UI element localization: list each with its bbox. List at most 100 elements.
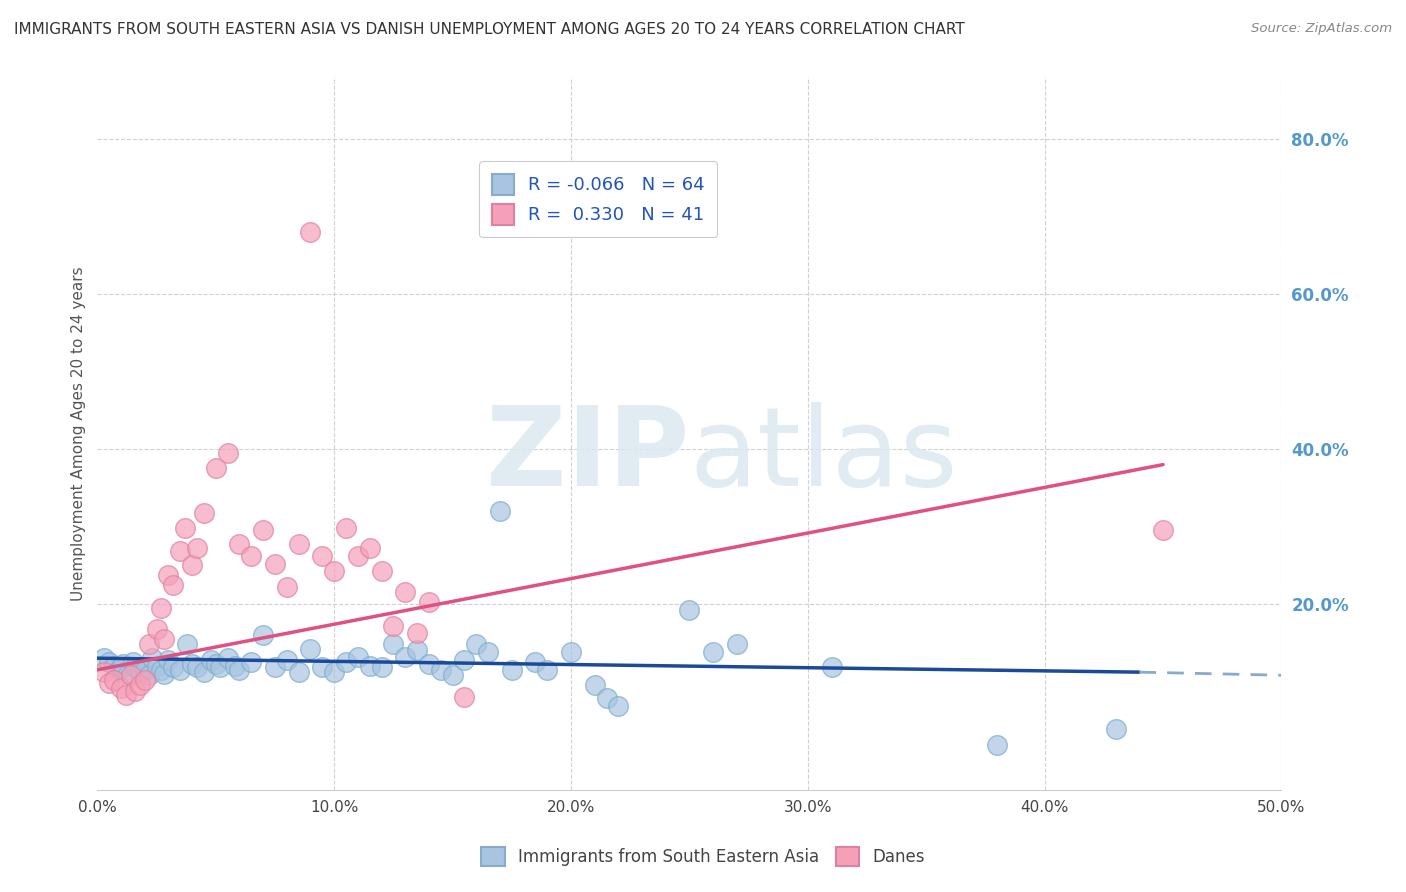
Point xyxy=(335,521,357,535)
Point xyxy=(453,653,475,667)
Point xyxy=(323,665,346,680)
Point xyxy=(820,660,842,674)
Point xyxy=(441,668,464,682)
Point xyxy=(107,663,129,677)
Point xyxy=(359,541,381,556)
Point xyxy=(193,665,215,680)
Point xyxy=(124,660,146,674)
Point xyxy=(311,549,333,563)
Point xyxy=(276,580,298,594)
Point xyxy=(217,446,239,460)
Point xyxy=(193,506,215,520)
Point xyxy=(335,655,357,669)
Point xyxy=(560,645,582,659)
Point xyxy=(204,461,226,475)
Point xyxy=(524,655,547,669)
Point xyxy=(406,626,429,640)
Text: Source: ZipAtlas.com: Source: ZipAtlas.com xyxy=(1251,22,1392,36)
Point xyxy=(725,637,748,651)
Point xyxy=(394,649,416,664)
Text: ZIP: ZIP xyxy=(486,401,689,508)
Point xyxy=(112,657,135,672)
Point xyxy=(181,657,204,672)
Point xyxy=(114,689,136,703)
Point xyxy=(477,645,499,659)
Point xyxy=(678,603,700,617)
Point xyxy=(93,665,115,680)
Point xyxy=(157,567,180,582)
Point xyxy=(103,673,125,687)
Point xyxy=(240,549,263,563)
Point xyxy=(595,691,617,706)
Point xyxy=(141,651,163,665)
Point xyxy=(145,659,167,673)
Point xyxy=(98,676,121,690)
Point xyxy=(287,665,309,680)
Point xyxy=(176,637,198,651)
Point xyxy=(607,699,630,714)
Text: IMMIGRANTS FROM SOUTH EASTERN ASIA VS DANISH UNEMPLOYMENT AMONG AGES 20 TO 24 YE: IMMIGRANTS FROM SOUTH EASTERN ASIA VS DA… xyxy=(14,22,965,37)
Point xyxy=(200,653,222,667)
Point xyxy=(110,681,132,695)
Point xyxy=(169,663,191,677)
Point xyxy=(124,683,146,698)
Point xyxy=(103,659,125,673)
Point xyxy=(276,653,298,667)
Point xyxy=(240,655,263,669)
Point xyxy=(150,600,173,615)
Point xyxy=(287,536,309,550)
Point xyxy=(347,649,370,664)
Point xyxy=(429,663,451,677)
Point xyxy=(986,738,1008,752)
Point xyxy=(186,660,208,674)
Text: atlas: atlas xyxy=(689,401,957,508)
Point xyxy=(394,585,416,599)
Point xyxy=(264,557,287,571)
Point xyxy=(162,660,184,674)
Point xyxy=(252,628,274,642)
Point xyxy=(145,622,167,636)
Point xyxy=(209,660,232,674)
Point xyxy=(501,663,523,677)
Point xyxy=(323,565,346,579)
Point xyxy=(150,663,173,677)
Point xyxy=(228,663,250,677)
Point xyxy=(117,666,139,681)
Y-axis label: Unemployment Among Ages 20 to 24 years: Unemployment Among Ages 20 to 24 years xyxy=(72,267,86,601)
Point xyxy=(169,544,191,558)
Point xyxy=(370,565,392,579)
Point xyxy=(264,660,287,674)
Point xyxy=(465,637,488,651)
Point xyxy=(382,618,405,632)
Point xyxy=(93,651,115,665)
Point xyxy=(536,663,558,677)
Point xyxy=(418,657,440,672)
Point xyxy=(359,659,381,673)
Point xyxy=(162,577,184,591)
Point xyxy=(134,673,156,687)
Point xyxy=(174,521,197,535)
Point xyxy=(702,645,724,659)
Point xyxy=(418,595,440,609)
Point xyxy=(370,660,392,674)
Point xyxy=(152,666,174,681)
Point xyxy=(217,651,239,665)
Point xyxy=(489,504,512,518)
Legend: R = -0.066   N = 64, R =  0.330   N = 41: R = -0.066 N = 64, R = 0.330 N = 41 xyxy=(479,161,717,237)
Point xyxy=(299,641,322,656)
Point xyxy=(252,524,274,538)
Point xyxy=(120,668,142,682)
Legend: Immigrants from South Eastern Asia, Danes: Immigrants from South Eastern Asia, Dane… xyxy=(472,838,934,875)
Point xyxy=(347,549,370,563)
Point xyxy=(228,536,250,550)
Point xyxy=(406,643,429,657)
Point xyxy=(129,678,152,692)
Point xyxy=(382,637,405,651)
Point xyxy=(157,653,180,667)
Point xyxy=(98,655,121,669)
Point xyxy=(1105,723,1128,737)
Point xyxy=(122,655,145,669)
Point xyxy=(311,660,333,674)
Point xyxy=(129,665,152,680)
Point xyxy=(110,660,132,674)
